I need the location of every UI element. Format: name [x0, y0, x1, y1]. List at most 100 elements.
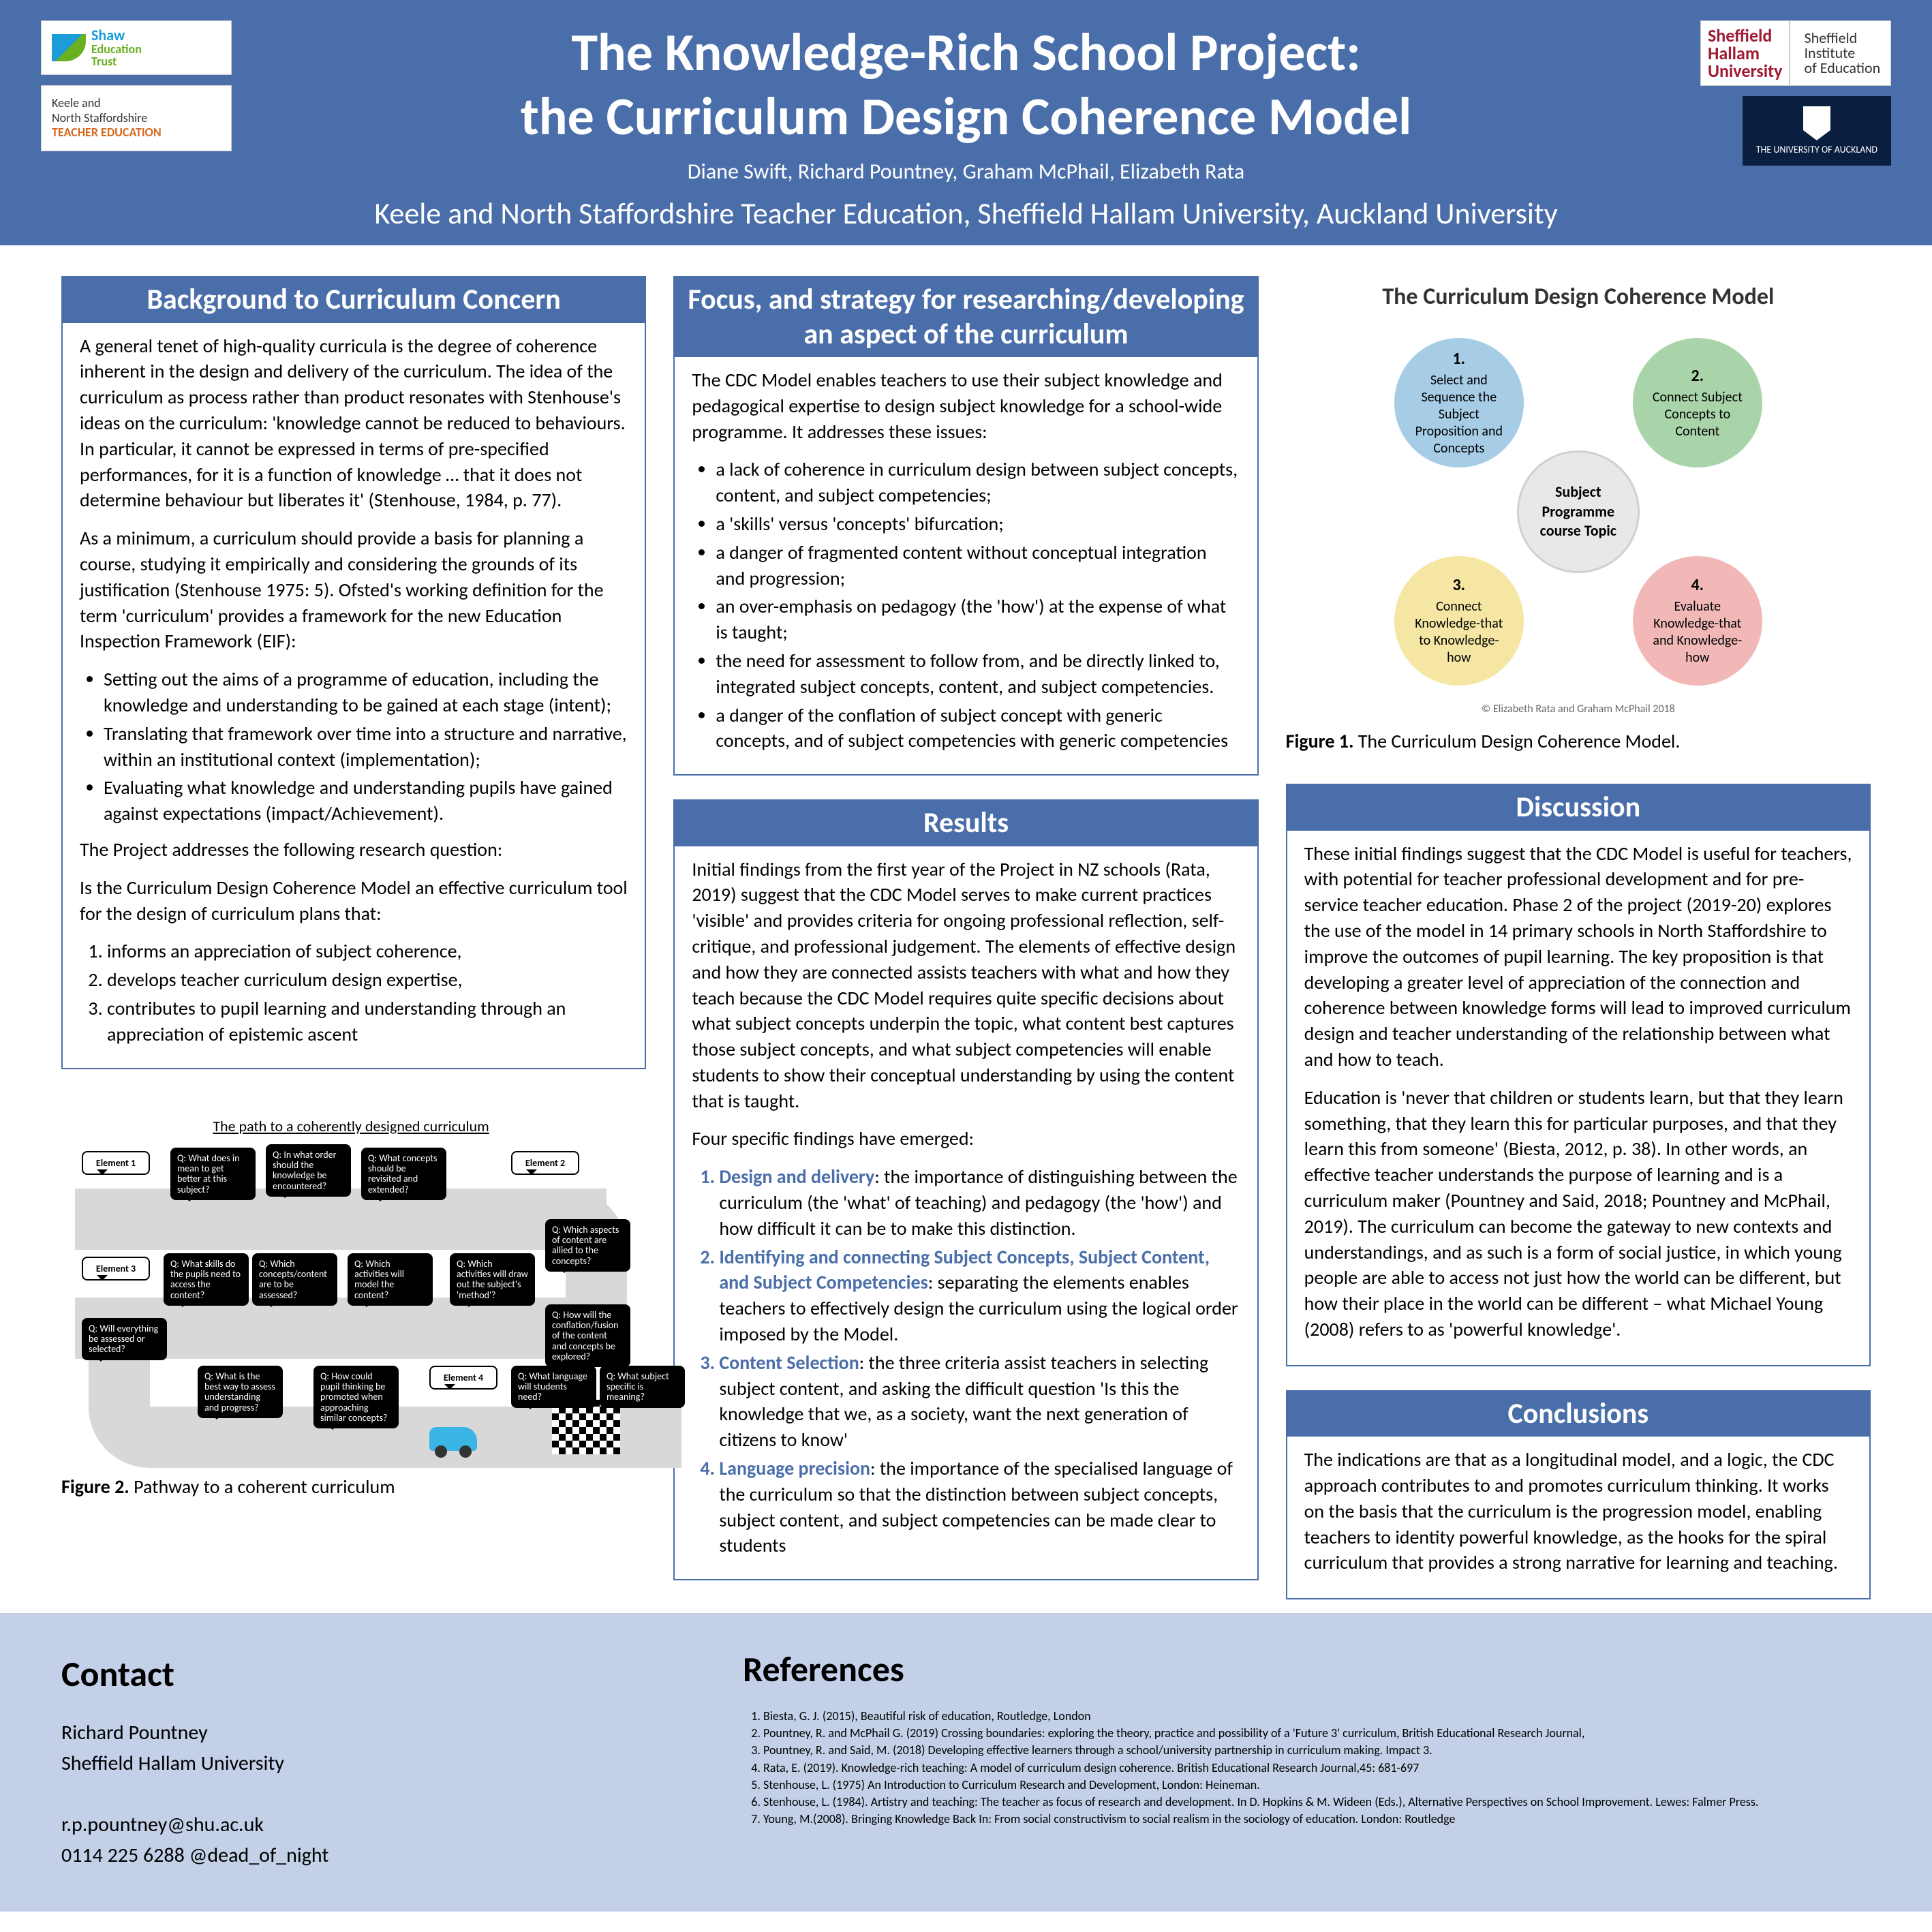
poster-body: Background to Curriculum Concern A gener…: [0, 245, 1932, 1613]
element-marker: Element 3: [82, 1257, 150, 1281]
disc-p2: Education is 'never that children or stu…: [1304, 1085, 1852, 1343]
question-bubble: Q: Will everything be assessed or select…: [82, 1318, 167, 1360]
question-bubble: Q: Which activities will draw out the su…: [450, 1253, 535, 1306]
focus-li5: the need for assessment to follow from, …: [716, 648, 1240, 700]
focus-li3: a danger of fragmented content without c…: [716, 540, 1240, 592]
finding-4: Language precision: the importance of th…: [719, 1456, 1240, 1559]
auckland-text: THE UNIVERSITY OF AUCKLAND: [1756, 144, 1877, 155]
left-logos: Shaw Education Trust Keele and North Sta…: [41, 20, 232, 151]
bg-li1: Setting out the aims of a programme of e…: [104, 666, 628, 718]
column-2: Focus, and strategy for researching/deve…: [673, 276, 1258, 1599]
bg-q: Is the Curriculum Design Coherence Model…: [80, 875, 628, 927]
conclusions-card: Conclusions The indications are that as …: [1286, 1390, 1871, 1599]
cdc-node-1: 1.Select and Sequence the Subject Propos…: [1394, 338, 1524, 467]
focus-li6: a danger of the conflation of subject co…: [716, 703, 1240, 754]
shu-r3: of Education: [1804, 61, 1880, 76]
reference-item: Young, M.(2008). Bringing Knowledge Back…: [763, 1811, 1871, 1828]
focus-li1: a lack of coherence in curriculum design…: [716, 457, 1240, 508]
focus-p1: The CDC Model enables teachers to use th…: [692, 367, 1240, 444]
figure-2-box: The path to a coherently designed curric…: [61, 1093, 646, 1505]
bg-q2: develops teacher curriculum design exper…: [107, 967, 628, 993]
cdc-title: The Curriculum Design Coherence Model: [1286, 283, 1871, 311]
swoosh-icon: [52, 34, 86, 61]
column-1: Background to Curriculum Concern A gener…: [61, 276, 646, 1599]
column-3: The Curriculum Design Coherence Model 1.…: [1286, 276, 1871, 1599]
keele-logo: Keele and North Staffordshire TEACHER ED…: [41, 85, 232, 151]
fig1-num: Figure 1.: [1286, 729, 1354, 753]
shaw-text-1: Shaw: [91, 28, 142, 43]
question-bubble: Q: How will the conflation/fusion of the…: [545, 1304, 630, 1368]
finding-2: Identifying and connecting Subject Conce…: [719, 1244, 1240, 1347]
shaw-logo: Shaw Education Trust: [41, 20, 232, 75]
crest-icon: [1803, 106, 1830, 140]
fig1-cap: The Curriculum Design Coherence Model.: [1353, 729, 1680, 753]
car-icon: [429, 1427, 477, 1451]
header-center: The Knowledge-Rich School Project: the C…: [252, 20, 1680, 232]
question-bubble: Q: What does in mean to get better at th…: [170, 1148, 256, 1201]
poster-header: Shaw Education Trust Keele and North Sta…: [0, 0, 1932, 245]
shaw-text-3: Trust: [91, 55, 142, 67]
question-bubble: Q: What is the best way to assess unders…: [198, 1366, 283, 1419]
contact-heading: Contact: [61, 1647, 675, 1700]
affiliations: Keele and North Staffordshire Teacher Ed…: [252, 195, 1680, 232]
focus-li2: a 'skills' versus 'concepts' bifurcation…: [716, 511, 1240, 537]
discussion-card: Discussion These initial findings sugges…: [1286, 784, 1871, 1366]
question-bubble: Q: What subject specific is meaning?: [600, 1366, 685, 1408]
cdc-credit: © Elizabeth Rata and Graham McPhail 2018: [1286, 703, 1871, 716]
results-p2: Four specific findings have emerged:: [692, 1126, 1240, 1152]
focus-heading: Focus, and strategy for researching/deve…: [675, 277, 1257, 357]
question-bubble: Q: What concepts should be revisited and…: [361, 1148, 446, 1201]
element-marker: Element 2: [511, 1151, 579, 1175]
pathway-diagram: The path to a coherently designed curric…: [61, 1114, 641, 1468]
reference-item: Rata, E. (2019). Knowledge-rich teaching…: [763, 1760, 1871, 1777]
disc-p1: These initial findings suggest that the …: [1304, 841, 1852, 1073]
poster-footer: Contact Richard Pountney Sheffield Halla…: [0, 1613, 1932, 1912]
bg-li3: Evaluating what knowledge and understand…: [104, 775, 628, 827]
authors: Diane Swift, Richard Pountney, Graham Mc…: [252, 158, 1680, 185]
pathway-title: The path to a coherently designed curric…: [213, 1117, 489, 1135]
shu-logo: Sheffield Hallam University Sheffield In…: [1700, 20, 1891, 86]
keele-3: TEACHER EDUCATION: [52, 125, 162, 140]
question-bubble: Q: In what order should the knowledge be…: [266, 1144, 351, 1197]
references-list: Biesta, G. J. (2015), Beautiful risk of …: [743, 1708, 1871, 1828]
shu-3: University: [1708, 62, 1782, 80]
finding-1: Design and delivery: the importance of d…: [719, 1164, 1240, 1241]
discussion-heading: Discussion: [1287, 785, 1869, 830]
results-p1: Initial findings from the first year of …: [692, 857, 1240, 1114]
bg-p2: As a minimum, a curriculum should provid…: [80, 525, 628, 654]
reference-item: Stenhouse, L. (1975) An Introduction to …: [763, 1777, 1871, 1794]
keele-1: Keele and: [52, 96, 162, 111]
contact-org: Sheffield Hallam University: [61, 1748, 675, 1779]
cdc-node-3: 3.Connect Knowledge-that to Knowledge-ho…: [1394, 556, 1524, 686]
question-bubble: Q: Which aspects of content are allied t…: [545, 1219, 630, 1272]
reference-item: Biesta, G. J. (2015), Beautiful risk of …: [763, 1708, 1871, 1725]
focus-li4: an over-emphasis on pedagogy (the 'how')…: [716, 594, 1240, 645]
cdc-node-2: 2.Connect Subject Concepts to Content: [1633, 338, 1762, 467]
focus-card: Focus, and strategy for researching/deve…: [673, 276, 1258, 776]
results-card: Results Initial findings from the first …: [673, 799, 1258, 1580]
keele-2: North Staffordshire: [52, 111, 162, 126]
title-line-1: The Knowledge-Rich School Project:: [252, 20, 1680, 85]
references-block: References Biesta, G. J. (2015), Beautif…: [743, 1647, 1871, 1871]
bg-q3: contributes to pupil learning and unders…: [107, 996, 628, 1047]
element-marker: Element 4: [429, 1366, 497, 1390]
reference-item: Pountney, R. and Said, M. (2018) Develop…: [763, 1742, 1871, 1759]
conclusions-heading: Conclusions: [1287, 1392, 1869, 1437]
bg-p3: The Project addresses the following rese…: [80, 837, 628, 863]
background-heading: Background to Curriculum Concern: [63, 277, 645, 322]
auckland-logo: THE UNIVERSITY OF AUCKLAND: [1743, 96, 1891, 166]
fig2-num: Figure 2.: [61, 1475, 129, 1499]
results-heading: Results: [675, 801, 1257, 846]
fig2-cap: Pathway to a coherent curriculum: [129, 1475, 395, 1499]
reference-item: Pountney, R. and McPhail G. (2019) Cross…: [763, 1725, 1871, 1742]
references-heading: References: [743, 1647, 1871, 1691]
cdc-diagram: 1.Select and Sequence the Subject Propos…: [1347, 324, 1810, 699]
question-bubble: Q: What skills do the pupils need to acc…: [164, 1253, 249, 1306]
reference-item: Stenhouse, L. (1984). Artistry and teach…: [763, 1794, 1871, 1811]
contact-name: Richard Pountney: [61, 1717, 675, 1748]
cdc-node-4: 4.Evaluate Knowledge-that and Knowledge-…: [1633, 556, 1762, 686]
bg-p1: A general tenet of high-quality curricul…: [80, 333, 628, 514]
cdc-center: Subject Programme course Topic: [1517, 450, 1640, 573]
element-marker: Element 1: [82, 1151, 150, 1175]
bg-q1: informs an appreciation of subject coher…: [107, 938, 628, 964]
